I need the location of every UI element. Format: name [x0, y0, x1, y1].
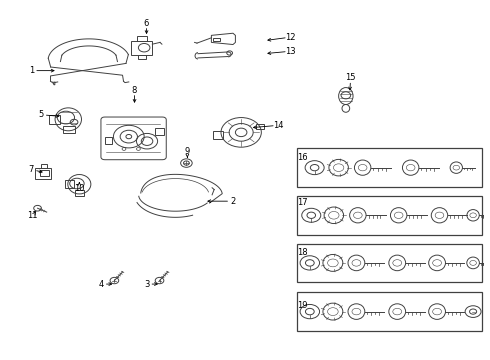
Text: 16: 16 — [297, 153, 308, 162]
Bar — [35, 168, 51, 179]
Text: 13: 13 — [285, 47, 296, 56]
Text: 15: 15 — [345, 73, 356, 82]
Text: 4: 4 — [98, 280, 103, 289]
Bar — [297, 148, 482, 187]
Text: 7: 7 — [28, 165, 34, 174]
Text: 1: 1 — [29, 66, 34, 75]
Bar — [75, 190, 84, 195]
Bar — [131, 41, 152, 55]
Bar — [297, 196, 482, 235]
Bar — [49, 115, 60, 123]
Text: 17: 17 — [297, 198, 308, 207]
Text: 18: 18 — [297, 248, 308, 257]
Bar — [41, 165, 47, 168]
Bar — [297, 292, 482, 331]
Bar — [213, 131, 223, 139]
Text: 3: 3 — [144, 280, 149, 289]
Text: 19: 19 — [297, 301, 308, 310]
Text: 11: 11 — [27, 211, 38, 220]
Bar — [256, 123, 264, 129]
Text: 10: 10 — [74, 184, 85, 193]
Bar — [65, 180, 74, 188]
Bar — [41, 171, 49, 176]
Text: 9: 9 — [185, 147, 190, 156]
Text: 12: 12 — [285, 33, 296, 42]
Bar — [105, 136, 112, 144]
Bar — [155, 129, 164, 135]
Bar — [138, 55, 146, 59]
Text: 6: 6 — [144, 18, 149, 27]
Bar — [64, 126, 75, 134]
Bar — [213, 38, 220, 41]
Text: 2: 2 — [230, 197, 236, 206]
Text: 14: 14 — [273, 121, 284, 130]
Bar — [297, 243, 482, 282]
Bar — [137, 36, 147, 41]
Text: 5: 5 — [38, 110, 44, 119]
Text: 8: 8 — [132, 86, 137, 95]
